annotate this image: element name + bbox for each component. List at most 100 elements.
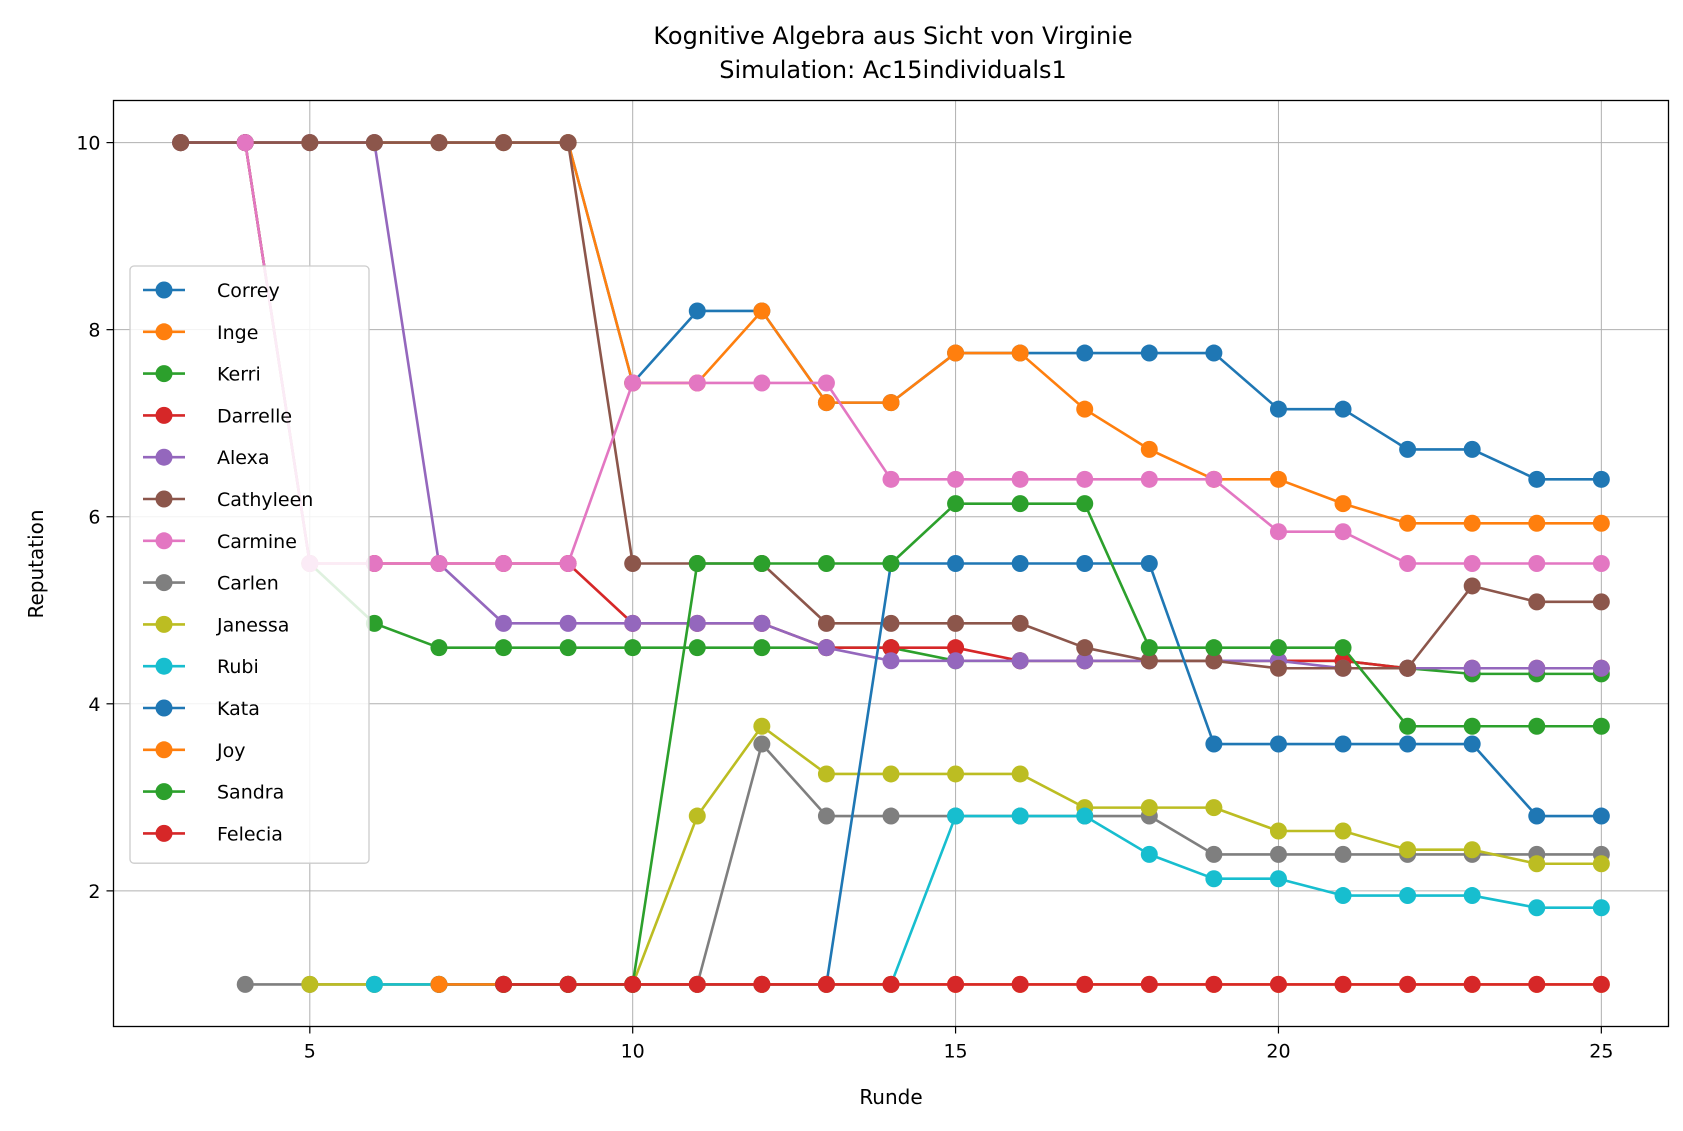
series-8-point-13 <box>1140 799 1158 817</box>
series-9-point-18 <box>1528 899 1546 917</box>
series-12-point-11 <box>1205 639 1223 657</box>
series-1-point-18 <box>1334 495 1352 513</box>
series-12-point-13 <box>1334 639 1352 657</box>
series-12-point-17 <box>1592 717 1610 735</box>
legend-marker-5 <box>155 490 173 508</box>
x-tick-label-0: 5 <box>304 1041 316 1063</box>
series-5-point-17 <box>1269 659 1287 677</box>
legend-item-10: Kata <box>143 698 260 720</box>
series-6-point-6 <box>624 374 642 392</box>
series-1-point-13 <box>1011 344 1029 362</box>
legend-item-5: Cathyleen <box>143 489 313 511</box>
series-10-point-15 <box>1399 735 1417 753</box>
series-5-point-7 <box>624 555 642 572</box>
series-6-point-11 <box>947 470 965 488</box>
series-1-point-10 <box>817 394 835 412</box>
series-1-point-19 <box>1399 514 1417 532</box>
series-10-point-11 <box>1140 555 1158 572</box>
legend-marker-13 <box>155 824 173 842</box>
series-5-point-3 <box>365 134 383 152</box>
series-5-point-20 <box>1463 577 1481 595</box>
series-4-point-10 <box>817 639 835 657</box>
series-6-point-0 <box>236 134 254 152</box>
legend-label-11: Joy <box>216 740 245 762</box>
series-1-point-22 <box>1592 514 1610 532</box>
series-13-point-12 <box>1269 975 1287 993</box>
series-line-6 <box>243 142 1602 565</box>
legend-label-12: Sandra <box>217 782 284 804</box>
series-6-point-17 <box>1334 523 1352 541</box>
series-2-point-9 <box>753 639 771 657</box>
series-6-point-2 <box>365 555 383 572</box>
legend-label-7: Carlen <box>217 573 279 595</box>
series-4-point-6 <box>559 614 577 632</box>
series-8-point-20 <box>1592 855 1610 873</box>
series-13-point-11 <box>1205 975 1223 993</box>
series-2-point-7 <box>624 639 642 657</box>
series-13-point-14 <box>1399 975 1417 993</box>
series-2-point-6 <box>559 639 577 657</box>
series-13-point-5 <box>817 975 835 993</box>
series-6-point-18 <box>1399 555 1417 572</box>
series-5-point-19 <box>1399 659 1417 677</box>
legend: Correy Inge Kerri Darrelle Alexa Cathyleen Car… <box>129 265 370 864</box>
series-12-point-15 <box>1463 717 1481 735</box>
legend-label-10: Kata <box>217 698 260 720</box>
legend-item-8: Janessa <box>143 614 289 636</box>
series-5-point-15 <box>1140 652 1158 670</box>
legend-marker-8 <box>155 615 173 633</box>
series-9-point-14 <box>1269 870 1287 888</box>
series-4-point-8 <box>688 614 706 632</box>
legend-marker-2 <box>155 365 173 383</box>
series-5-point-16 <box>1205 652 1223 670</box>
series-1-point-21 <box>1528 514 1546 532</box>
legend-item-7: Carlen <box>143 573 279 595</box>
series-0-point-16 <box>1205 344 1223 362</box>
series-11-point-0 <box>430 975 448 993</box>
legend-item-0: Correy <box>143 280 280 302</box>
series-9-point-12 <box>1140 845 1158 863</box>
series-5-point-18 <box>1334 659 1352 677</box>
legend-marker-10 <box>155 699 173 717</box>
legend-item-11: Joy <box>143 740 245 762</box>
series-12-point-14 <box>1399 717 1417 735</box>
series-8-point-6 <box>688 807 706 825</box>
axis-ticks: 5 10 15 20 25 2 4 6 8 10 <box>76 133 1613 1063</box>
legend-item-2: Kerri <box>143 364 261 386</box>
series-5-point-14 <box>1076 639 1094 657</box>
legend-item-13: Felecia <box>143 823 283 845</box>
series-13-point-2 <box>624 975 642 993</box>
series-13-point-16 <box>1528 975 1546 993</box>
series-7-point-10 <box>882 807 900 825</box>
legend-label-4: Alexa <box>217 447 270 469</box>
y-axis-label: Reputation <box>24 509 48 618</box>
series-0-point-22 <box>1592 470 1610 488</box>
series-3-point-11 <box>882 639 900 657</box>
legend-marker-1 <box>155 323 173 341</box>
series-1-point-12 <box>947 344 965 362</box>
series-4-point-22 <box>1592 659 1610 677</box>
series-13-point-9 <box>1076 975 1094 993</box>
series-8-point-7 <box>753 717 771 735</box>
series-10-point-9 <box>1011 555 1029 572</box>
series-10-point-18 <box>1592 807 1610 825</box>
series-4-point-20 <box>1463 659 1481 677</box>
legend-label-13: Felecia <box>217 823 283 845</box>
legend-marker-9 <box>155 657 173 675</box>
series-1-point-9 <box>753 302 771 320</box>
series-9-point-15 <box>1334 887 1352 905</box>
legend-box <box>129 265 370 864</box>
series-6-point-15 <box>1205 470 1223 488</box>
legend-label-9: Rubi <box>217 656 259 678</box>
series-5-point-11 <box>882 614 900 632</box>
series-6-point-20 <box>1528 555 1546 572</box>
series-0-point-19 <box>1399 440 1417 458</box>
series-6-point-13 <box>1076 470 1094 488</box>
series-5-point-13 <box>1011 614 1029 632</box>
legend-marker-0 <box>155 281 173 299</box>
series-12-point-8 <box>1011 495 1029 513</box>
x-tick-label-2: 15 <box>943 1041 967 1063</box>
series-2-point-4 <box>430 639 448 657</box>
series-12-point-16 <box>1528 717 1546 735</box>
series-13-point-10 <box>1140 975 1158 993</box>
